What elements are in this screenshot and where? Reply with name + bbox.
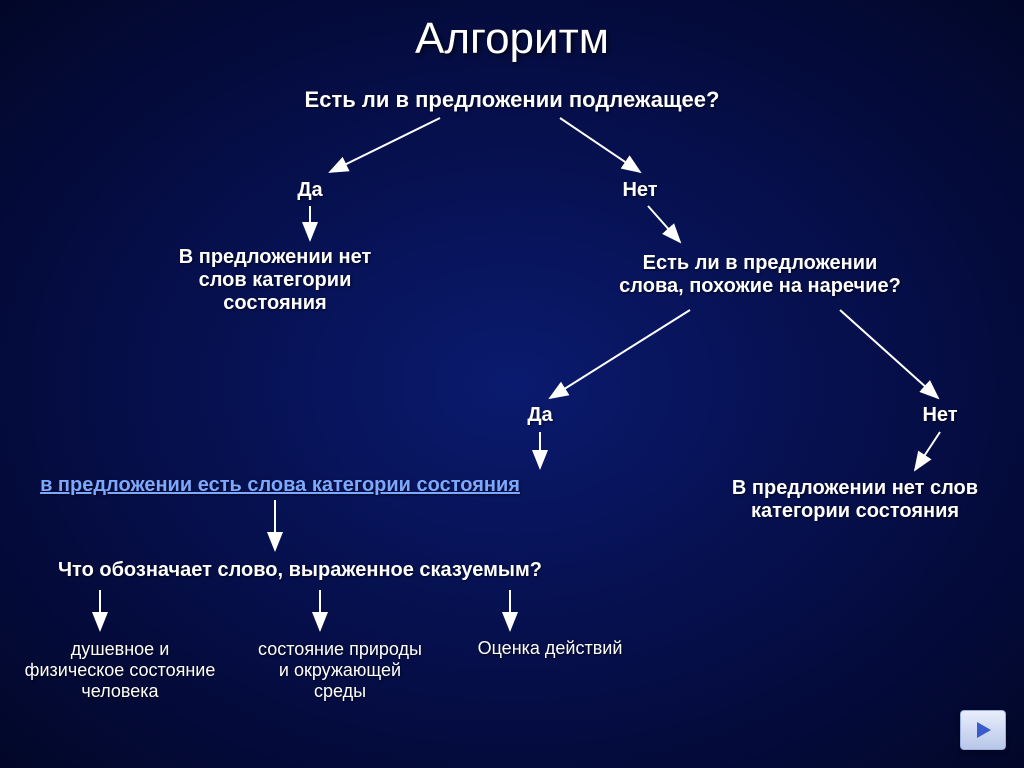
- next-button[interactable]: [960, 710, 1006, 750]
- node-no-scs1: В предложении нетслов категориисостояния: [179, 246, 372, 315]
- node-q-adverb: Есть ли в предложениислова, похожие на н…: [619, 252, 901, 298]
- node-has-scs[interactable]: в предложении есть слова категории состо…: [40, 474, 520, 497]
- node-leaf-nature: состояние природыи окружающейсреды: [258, 639, 422, 702]
- play-icon: [973, 720, 993, 740]
- node-leaf-eval: Оценка действий: [478, 638, 623, 659]
- node-q-pred: Что обозначает слово, выраженное сказуем…: [58, 559, 542, 582]
- node-yes2: Да: [527, 404, 552, 427]
- node-no1: Нет: [622, 179, 657, 202]
- node-yes1: Да: [297, 179, 322, 202]
- page-title: Алгоритм: [415, 14, 609, 64]
- node-q-subject: Есть ли в предложении подлежащее?: [305, 87, 720, 113]
- node-no2: Нет: [922, 404, 957, 427]
- node-leaf-soul: душевное ифизическое состояниечеловека: [25, 639, 216, 702]
- node-no-scs2: В предложении нет словкатегории состояни…: [732, 477, 978, 523]
